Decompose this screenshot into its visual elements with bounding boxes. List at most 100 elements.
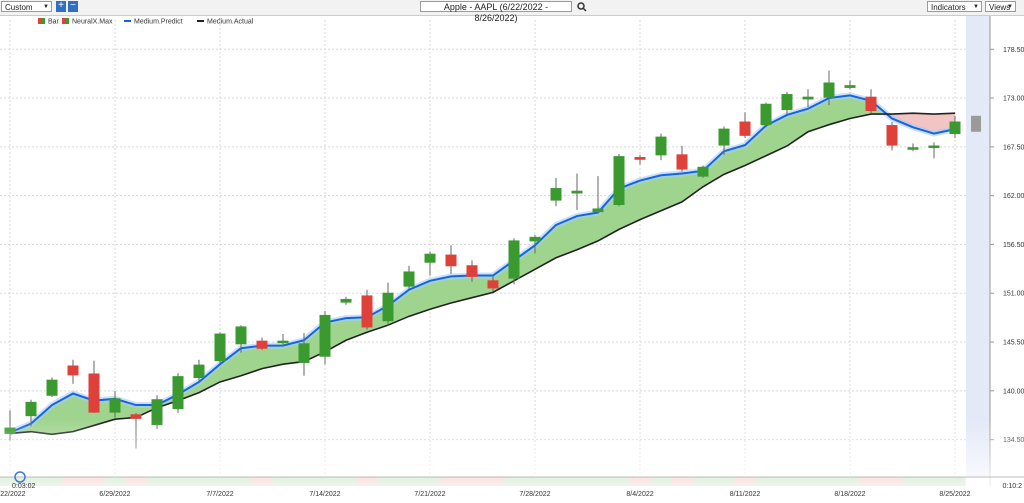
candle-body (172, 376, 184, 410)
candle-body (466, 265, 478, 277)
area-segment (640, 175, 661, 220)
x-tick-label: 8/25/2022 (939, 491, 970, 498)
video-fade (0, 420, 1024, 487)
video-elapsed: 0:03:02 (12, 483, 35, 490)
remove-button[interactable]: − (68, 1, 78, 12)
area-segment (262, 345, 283, 369)
y-tick-label: 167.50 (1003, 144, 1024, 151)
legend-label: Medium.Predict (134, 19, 183, 26)
candle-body (319, 314, 331, 357)
candle-body (487, 280, 499, 289)
candle-body (592, 208, 604, 213)
legend-label: NeuralX.Max (72, 19, 113, 26)
candle-body (424, 253, 436, 263)
area-segment (451, 275, 472, 304)
area-segment (829, 95, 850, 125)
area-segment (535, 224, 556, 270)
candle-body (298, 343, 310, 363)
candle-body (550, 188, 562, 201)
prediction-box (971, 115, 981, 132)
future-band (966, 16, 990, 476)
candle-body (571, 190, 583, 194)
legend-swatch (41, 18, 45, 24)
area-segment (241, 345, 262, 376)
area-segment (220, 348, 241, 382)
candle-body (781, 94, 793, 111)
indicators-label: Indicators (931, 3, 966, 12)
candle-body (214, 333, 226, 362)
video-handle[interactable] (14, 471, 26, 483)
area-segment (787, 108, 808, 146)
y-tick-label: 173.00 (1003, 96, 1024, 103)
candle-body (109, 398, 121, 413)
search-icon[interactable] (577, 2, 587, 12)
candle-body (655, 136, 667, 156)
y-tick-label: 162.00 (1003, 193, 1024, 200)
candle-body (403, 271, 415, 287)
predict-line (9, 94, 956, 434)
legend: Bar NeuralX.Max Medium.Predict Medium.Actua… (38, 18, 254, 26)
candle-body (949, 121, 961, 135)
x-tick-label: 6/22/2022 (0, 491, 26, 498)
candle-body (130, 414, 142, 419)
candle-body (760, 103, 772, 126)
y-tick-label: 151.00 (1003, 291, 1024, 298)
legend-swatch (38, 18, 42, 24)
candle-body (25, 401, 37, 417)
actual-line (9, 112, 956, 436)
candle-body (697, 166, 709, 177)
candle-body (67, 365, 79, 376)
candle-body (823, 82, 835, 98)
area-segment (430, 276, 451, 310)
layout-label: Custom (5, 3, 33, 12)
views-select[interactable]: Views ▼ (985, 1, 1016, 12)
area-segment (661, 173, 682, 211)
x-tick-label: 8/4/2022 (626, 491, 653, 498)
x-tick-label: 7/7/2022 (206, 491, 233, 498)
candle-body (676, 154, 688, 170)
candle-body (235, 326, 247, 345)
x-tick-label: 7/21/2022 (414, 491, 445, 498)
candle-body (865, 96, 877, 111)
legend-swatch (65, 18, 69, 24)
candle-body (886, 125, 898, 146)
y-tick-label: 140.00 (1003, 388, 1024, 395)
candle-body (529, 236, 541, 242)
candle-body (739, 121, 751, 136)
candle-body (613, 156, 625, 206)
indicators-select[interactable]: Indicators ▼ (927, 1, 982, 12)
candle-body (928, 145, 940, 148)
candle-body (361, 295, 373, 328)
legend-swatch (62, 18, 66, 24)
candle-body (634, 157, 646, 160)
candle-body (256, 340, 268, 349)
area-segment (556, 216, 577, 258)
legend-label: Bar (48, 19, 60, 26)
candle-body (46, 379, 58, 396)
x-tick-label: 7/28/2022 (519, 491, 550, 498)
y-tick-label: 178.50 (1003, 47, 1024, 54)
y-tick-label: 145.50 (1003, 340, 1024, 347)
candle-body (382, 292, 394, 322)
symbol-box[interactable]: Apple - AAPL (6/22/2022 - 8/26/2022) (420, 1, 572, 23)
x-tick-label: 6/29/2022 (99, 491, 130, 498)
candle-body (277, 340, 289, 344)
x-tick-label: 8/11/2022 (730, 491, 761, 498)
layout-select[interactable]: Custom ▼ (1, 1, 52, 12)
candle-body (193, 364, 205, 379)
area-segment (682, 170, 703, 202)
area-segment (577, 212, 598, 250)
candle-body (340, 298, 352, 303)
candle-body (508, 240, 520, 279)
add-button[interactable]: + (56, 1, 66, 12)
toolbar: Custom ▼ + − Apple - AAPL (6/22/2022 - 8/… (0, 0, 1024, 23)
candle-body (718, 128, 730, 146)
predict-glow (8, 92, 956, 436)
area-segment (745, 125, 766, 166)
candle-body (445, 254, 457, 267)
views-label: Views (989, 3, 1011, 12)
candle-body (907, 147, 919, 150)
candle-body (802, 96, 814, 100)
video-total: 0:10:2 (1003, 483, 1023, 490)
